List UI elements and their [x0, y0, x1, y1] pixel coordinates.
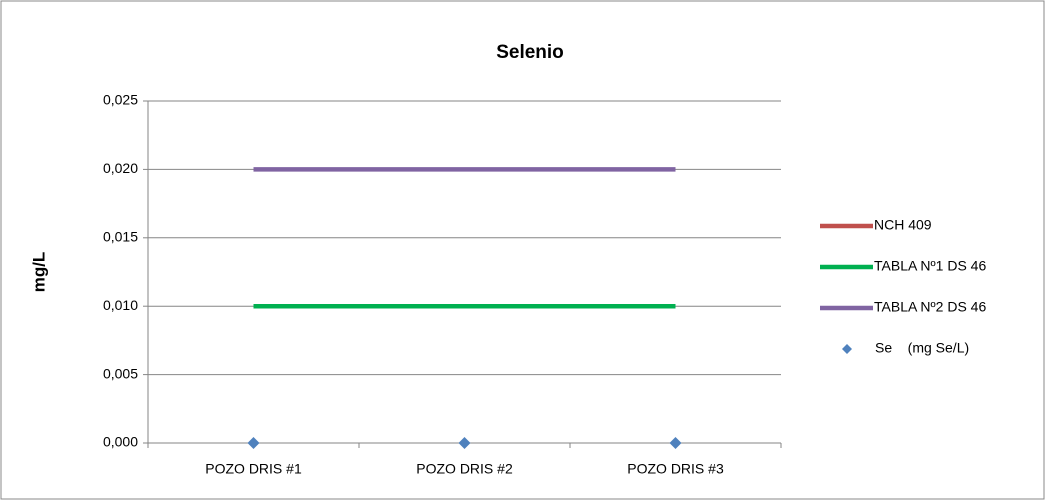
y-tick-label: 0,015 [103, 229, 138, 245]
legend-label: TABLA Nº1 DS 46 [874, 258, 986, 274]
x-tick-label: POZO DRIS #2 [416, 461, 513, 477]
y-tick-label: 0,025 [103, 92, 138, 108]
x-tick-label: POZO DRIS #1 [205, 461, 302, 477]
point [247, 437, 260, 449]
legend-label: NCH 409 [874, 217, 932, 233]
x-tick-label: POZO DRIS #3 [627, 461, 724, 477]
legend-label: Se (mg Se/L) [875, 340, 969, 356]
y-tick-label: 0,000 [103, 434, 138, 450]
y-tick-label: 0,010 [103, 297, 138, 313]
legend-marker [842, 344, 852, 354]
y-tick-label: 0,005 [103, 365, 138, 381]
point [458, 437, 471, 449]
legend-label: TABLA Nº2 DS 46 [874, 299, 986, 315]
y-axis-label: mg/L [29, 252, 48, 293]
y-tick-label: 0,020 [103, 160, 138, 176]
point [669, 437, 682, 449]
chart-title: Selenio [496, 42, 564, 63]
